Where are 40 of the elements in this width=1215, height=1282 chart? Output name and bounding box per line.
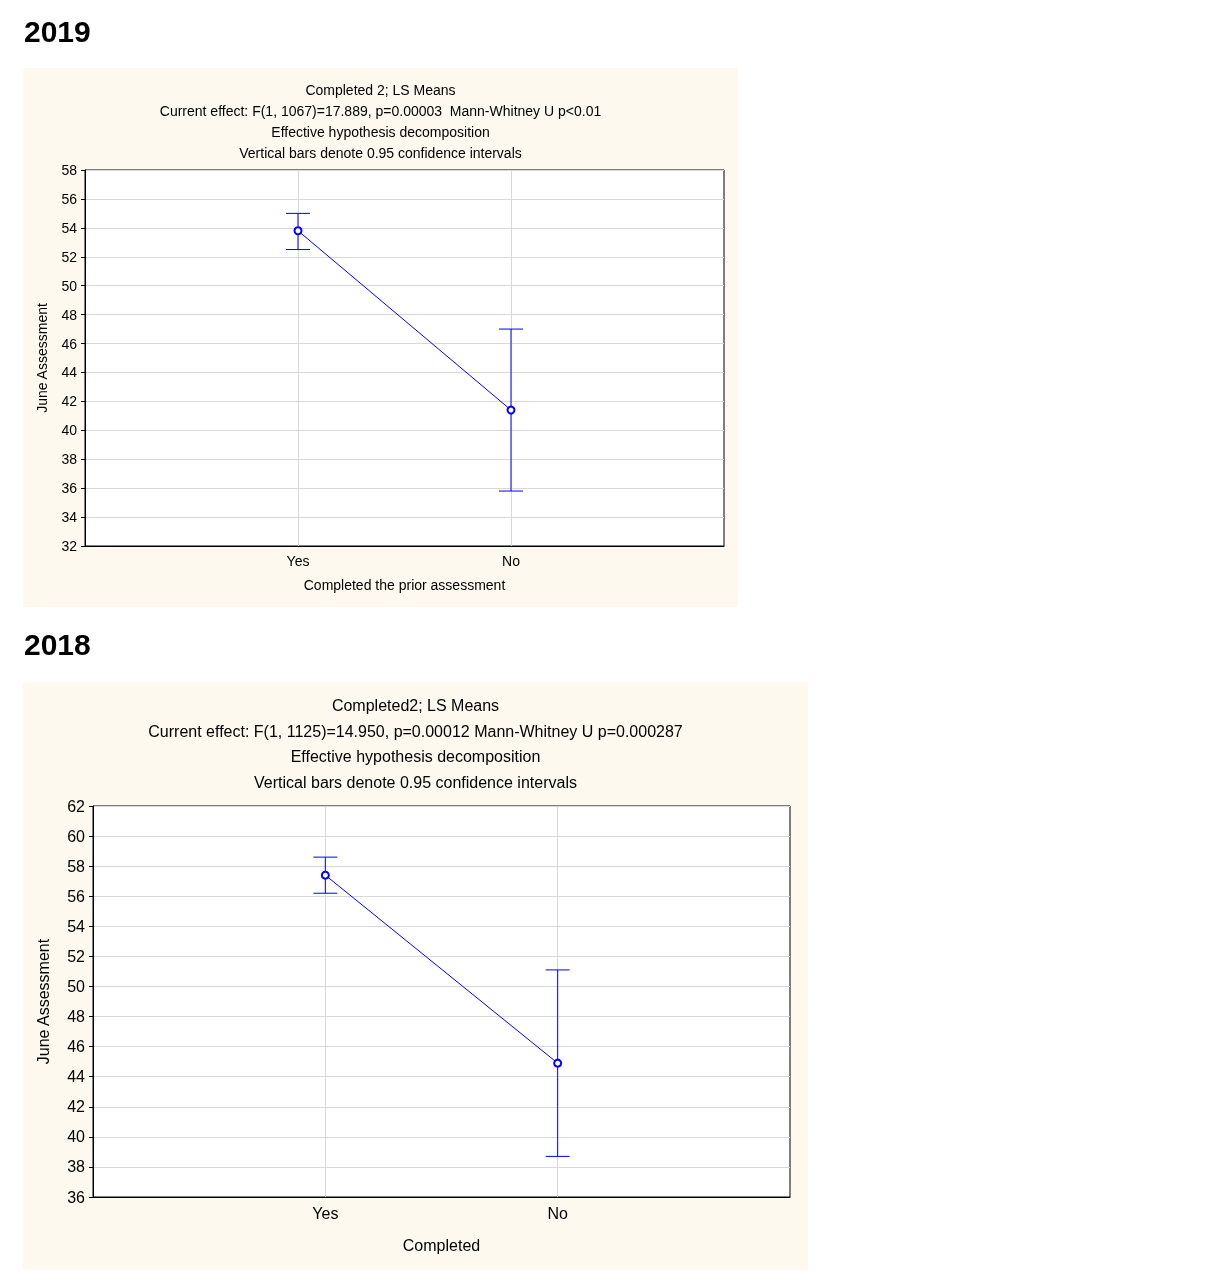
y-tick-label: 52 bbox=[61, 248, 78, 265]
y-tick-label: 44 bbox=[67, 1068, 86, 1086]
y-tick-label: 36 bbox=[67, 1188, 86, 1206]
y-tick-label: 36 bbox=[61, 480, 78, 497]
y-tick-label: 48 bbox=[67, 1008, 86, 1026]
y-tick-label: 40 bbox=[67, 1128, 86, 1146]
chart-subtitle: Completed2; LS Means Current effect: F(1, 1125)=14.950, p=0.00012 Mann-Whitney U p=0.000287 Effective hypothesis decomposition Vertical bars denote 0.95 confidence intervals bbox=[148, 697, 683, 791]
y-tick-label: 38 bbox=[61, 451, 78, 468]
y-tick-label: 54 bbox=[61, 219, 78, 236]
chart-title: 2018 bbox=[24, 627, 91, 663]
x-tick-label: Yes bbox=[286, 553, 310, 569]
y-tick-label: 48 bbox=[61, 306, 78, 323]
y-tick-label: 40 bbox=[61, 422, 78, 439]
y-tick-label: 58 bbox=[67, 857, 86, 875]
y-tick-label: 58 bbox=[61, 162, 78, 178]
y-axis-title: June Assessment bbox=[34, 938, 52, 1065]
y-tick-label: 52 bbox=[67, 947, 86, 965]
x-tick-label: No bbox=[502, 553, 521, 569]
x-axis-title: Completed bbox=[402, 1236, 481, 1254]
y-tick-label: 42 bbox=[67, 1098, 86, 1116]
y-tick-label: 46 bbox=[61, 335, 78, 352]
chart-subtitle: Completed 2; LS Means Current effect: F(1, 1067)=17.889, p=0.00003 Mann-Whitney U p<0.01 Effective hypothesis decomposition Vertical bars denote 0.95 confidence intervals bbox=[159, 81, 602, 161]
y-tick-label: 54 bbox=[67, 917, 86, 935]
y-tick-label: 32 bbox=[61, 538, 78, 554]
y-tick-label: 38 bbox=[67, 1158, 86, 1176]
x-tick-label: No bbox=[547, 1204, 568, 1222]
y-tick-label: 50 bbox=[61, 277, 78, 294]
y-tick-label: 46 bbox=[67, 1038, 86, 1056]
y-tick-label: 62 bbox=[67, 797, 86, 815]
x-tick-label: Yes bbox=[312, 1204, 339, 1222]
y-tick-label: 44 bbox=[61, 364, 78, 381]
y-tick-label: 34 bbox=[61, 509, 78, 526]
chart-title: 2019 bbox=[24, 14, 91, 50]
y-tick-label: 42 bbox=[61, 393, 78, 410]
y-tick-label: 56 bbox=[67, 887, 86, 905]
y-tick-label: 60 bbox=[67, 827, 86, 845]
y-tick-label: 50 bbox=[67, 977, 86, 995]
y-tick-label: 56 bbox=[61, 190, 78, 207]
x-axis-title: Completed the prior assessment bbox=[303, 577, 506, 593]
y-axis-title: June Assessment bbox=[34, 303, 50, 413]
